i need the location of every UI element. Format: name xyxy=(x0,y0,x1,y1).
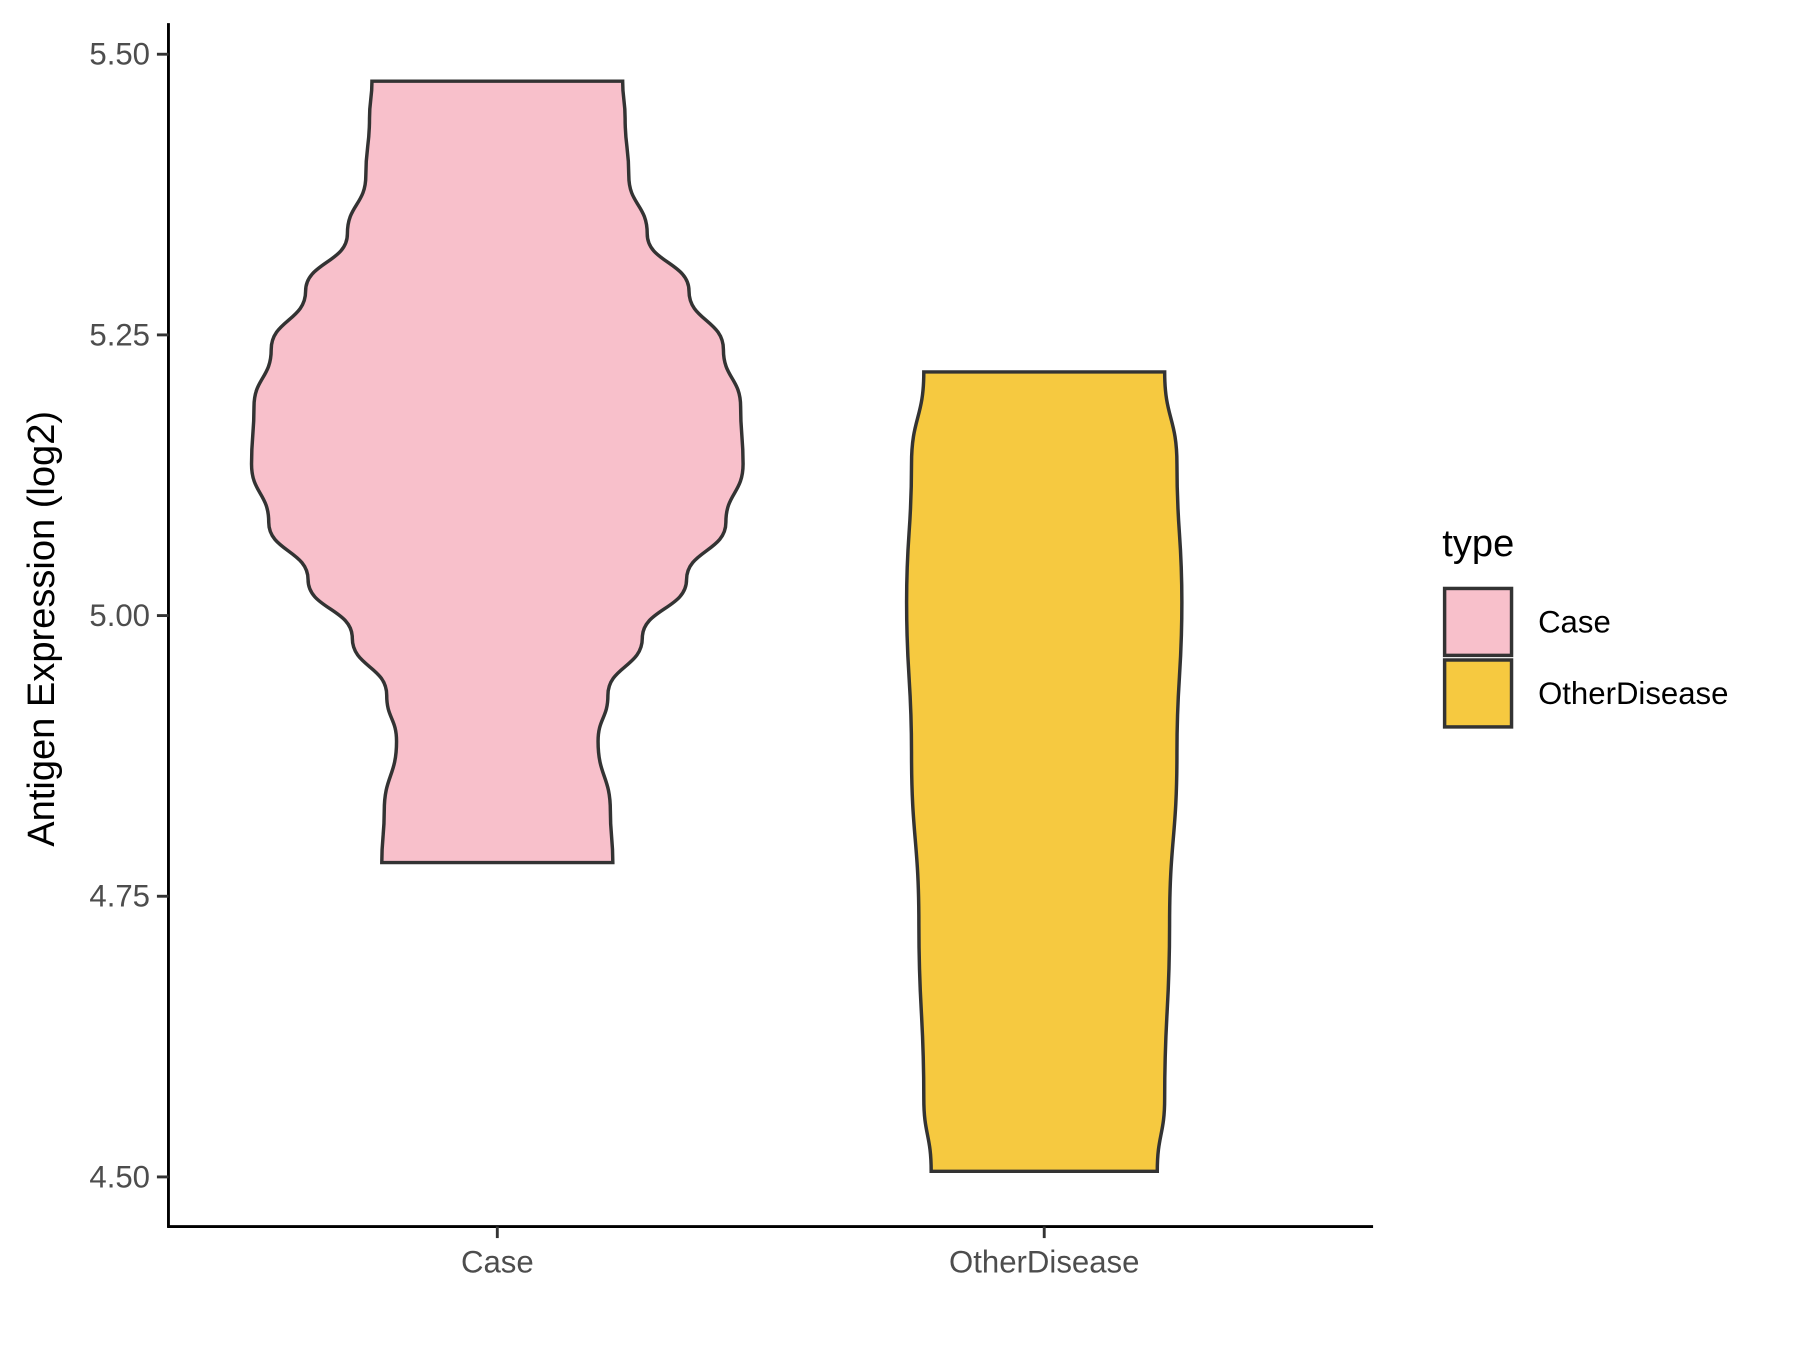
violins xyxy=(249,79,1184,1174)
legend-label: Case xyxy=(1538,604,1611,639)
y-axis-label: Antigen Expression (log2) xyxy=(21,411,63,847)
legend-label: OtherDisease xyxy=(1538,676,1728,711)
violin-otherdisease xyxy=(904,370,1184,1174)
x-tick-label: Case xyxy=(461,1245,534,1280)
legend: Case OtherDisease xyxy=(1442,586,1728,729)
legend-key xyxy=(1442,586,1514,658)
y-tick-label: 4.75 xyxy=(89,879,150,914)
x-ticks: Case OtherDisease xyxy=(461,1226,1139,1280)
y-tick-label: 5.25 xyxy=(89,317,150,352)
legend-title: type xyxy=(1442,523,1514,565)
y-tick-label: 4.50 xyxy=(89,1159,150,1194)
y-tick-label: 5.00 xyxy=(89,598,150,633)
y-tick-label: 5.50 xyxy=(89,37,150,72)
legend-key xyxy=(1442,658,1514,729)
x-tick-label: OtherDisease xyxy=(949,1245,1139,1280)
y-ticks: 4.50 4.75 5.00 5.25 5.50 xyxy=(89,37,169,1194)
violin-case xyxy=(249,79,745,865)
